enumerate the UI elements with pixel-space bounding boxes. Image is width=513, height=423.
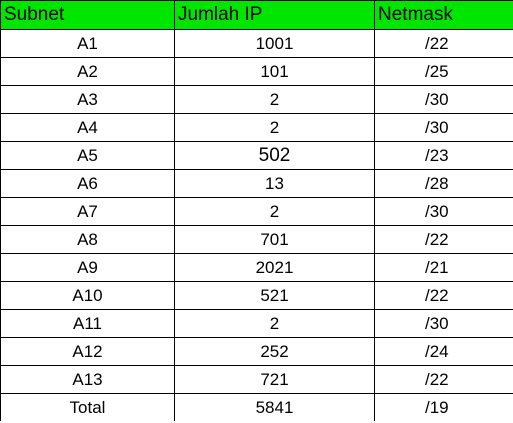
jumlah-ip-cell[interactable]: 721 [174, 365, 375, 394]
table-row: A2 101 /25 [0, 57, 513, 86]
subnet-cell[interactable]: A3 [0, 85, 175, 114]
header-cell-jumlah-ip[interactable]: Jumlah IP [174, 0, 375, 30]
netmask-cell[interactable]: /30 [374, 309, 513, 338]
table-row: A11 2 /30 [0, 309, 513, 338]
header-cell-netmask[interactable]: Netmask [374, 0, 513, 30]
table-row: A8 701 /22 [0, 225, 513, 254]
netmask-cell[interactable]: /22 [374, 365, 513, 394]
netmask-cell[interactable]: /22 [374, 225, 513, 254]
header-row: Subnet Jumlah IP Netmask [0, 0, 513, 30]
total-netmask-cell[interactable]: /19 [374, 393, 513, 421]
netmask-cell[interactable]: /21 [374, 253, 513, 282]
table-row: A4 2 /30 [0, 113, 513, 142]
header-cell-subnet[interactable]: Subnet [0, 0, 175, 30]
jumlah-ip-cell[interactable]: 2021 [174, 253, 375, 282]
jumlah-ip-cell[interactable]: 2 [174, 309, 375, 338]
subnet-cell[interactable]: A1 [0, 29, 175, 58]
jumlah-ip-cell[interactable]: 13 [174, 169, 375, 198]
subnet-cell[interactable]: A5 [0, 141, 175, 170]
netmask-cell[interactable]: /22 [374, 29, 513, 58]
table-row: A13 721 /22 [0, 365, 513, 394]
subnet-cell[interactable]: A10 [0, 281, 175, 310]
table-row: A3 2 /30 [0, 85, 513, 114]
jumlah-ip-cell[interactable]: 2 [174, 113, 375, 142]
subnet-cell[interactable]: A4 [0, 113, 175, 142]
subnet-cell[interactable]: A6 [0, 169, 175, 198]
subnet-cell[interactable]: A13 [0, 365, 175, 394]
subnet-cell[interactable]: A12 [0, 337, 175, 366]
subnet-cell[interactable]: A11 [0, 309, 175, 338]
jumlah-ip-cell[interactable]: 2 [174, 197, 375, 226]
netmask-cell[interactable]: /30 [374, 85, 513, 114]
jumlah-ip-cell[interactable]: 252 [174, 337, 375, 366]
netmask-cell[interactable]: /22 [374, 281, 513, 310]
total-label-cell[interactable]: Total [0, 393, 175, 421]
netmask-cell[interactable]: /30 [374, 113, 513, 142]
total-jumlah-ip-cell[interactable]: 5841 [174, 393, 375, 421]
subnet-cell[interactable]: A7 [0, 197, 175, 226]
total-row: Total 5841 /19 [0, 393, 513, 421]
jumlah-ip-cell[interactable]: 701 [174, 225, 375, 254]
netmask-cell[interactable]: /24 [374, 337, 513, 366]
jumlah-ip-cell[interactable]: 1001 [174, 29, 375, 58]
table-row: A1 1001 /22 [0, 29, 513, 58]
netmask-cell[interactable]: /30 [374, 197, 513, 226]
jumlah-ip-cell[interactable]: 2 [174, 85, 375, 114]
table-row: A7 2 /30 [0, 197, 513, 226]
table-row: A10 521 /22 [0, 281, 513, 310]
jumlah-ip-cell[interactable]: 502 [174, 141, 375, 170]
netmask-cell[interactable]: /28 [374, 169, 513, 198]
subnet-cell[interactable]: A2 [0, 57, 175, 86]
netmask-cell[interactable]: /23 [374, 141, 513, 170]
subnet-cell[interactable]: A8 [0, 225, 175, 254]
table-row: A9 2021 /21 [0, 253, 513, 282]
netmask-cell[interactable]: /25 [374, 57, 513, 86]
table-row: A12 252 /24 [0, 337, 513, 366]
table-row: A5 502 /23 [0, 141, 513, 170]
table-row: A6 13 /28 [0, 169, 513, 198]
subnet-cell[interactable]: A9 [0, 253, 175, 282]
jumlah-ip-cell[interactable]: 521 [174, 281, 375, 310]
jumlah-ip-cell[interactable]: 101 [174, 57, 375, 86]
